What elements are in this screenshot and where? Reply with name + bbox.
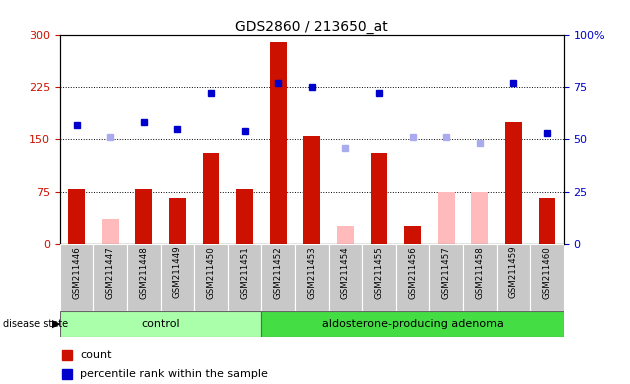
Bar xyxy=(337,227,354,244)
Bar xyxy=(194,244,228,311)
Text: GSM211459: GSM211459 xyxy=(509,246,518,298)
Bar xyxy=(161,244,194,311)
Bar xyxy=(261,244,295,311)
Text: GSM211451: GSM211451 xyxy=(240,246,249,299)
Bar xyxy=(102,219,118,244)
Text: GSM211457: GSM211457 xyxy=(442,246,450,299)
Bar xyxy=(228,244,261,311)
Bar xyxy=(430,244,463,311)
Bar xyxy=(471,192,488,244)
Bar xyxy=(539,199,556,244)
Text: GSM211446: GSM211446 xyxy=(72,246,81,299)
Bar xyxy=(362,244,396,311)
Text: GSM211449: GSM211449 xyxy=(173,246,182,298)
Text: GSM211454: GSM211454 xyxy=(341,246,350,299)
Bar xyxy=(463,244,496,311)
Bar xyxy=(370,153,387,244)
Text: percentile rank within the sample: percentile rank within the sample xyxy=(80,369,268,379)
Text: aldosterone-producing adenoma: aldosterone-producing adenoma xyxy=(322,319,503,329)
Bar xyxy=(60,244,93,311)
Bar xyxy=(68,189,85,244)
Bar xyxy=(496,244,530,311)
Bar xyxy=(169,199,186,244)
Bar xyxy=(127,244,161,311)
Bar xyxy=(304,136,320,244)
Text: count: count xyxy=(80,350,112,360)
Text: GSM211450: GSM211450 xyxy=(207,246,215,299)
Bar xyxy=(93,244,127,311)
Text: control: control xyxy=(141,319,180,329)
Text: GSM211452: GSM211452 xyxy=(274,246,283,299)
Bar xyxy=(60,311,261,337)
Text: GSM211460: GSM211460 xyxy=(542,246,551,299)
Bar xyxy=(236,189,253,244)
Text: GSM211448: GSM211448 xyxy=(139,246,148,299)
Text: disease state: disease state xyxy=(3,319,68,329)
Bar xyxy=(261,311,564,337)
Bar xyxy=(505,122,522,244)
Text: GSM211458: GSM211458 xyxy=(476,246,484,299)
Bar xyxy=(270,41,287,244)
Text: GSM211447: GSM211447 xyxy=(106,246,115,299)
Bar xyxy=(404,227,421,244)
Bar xyxy=(295,244,329,311)
Text: GSM211456: GSM211456 xyxy=(408,246,417,299)
Title: GDS2860 / 213650_at: GDS2860 / 213650_at xyxy=(236,20,388,33)
Text: ▶: ▶ xyxy=(52,319,60,329)
Bar xyxy=(438,192,455,244)
Bar xyxy=(396,244,430,311)
Bar xyxy=(329,244,362,311)
Bar xyxy=(530,244,564,311)
Bar xyxy=(203,153,219,244)
Text: GSM211453: GSM211453 xyxy=(307,246,316,299)
Text: GSM211455: GSM211455 xyxy=(375,246,384,299)
Bar xyxy=(135,189,152,244)
